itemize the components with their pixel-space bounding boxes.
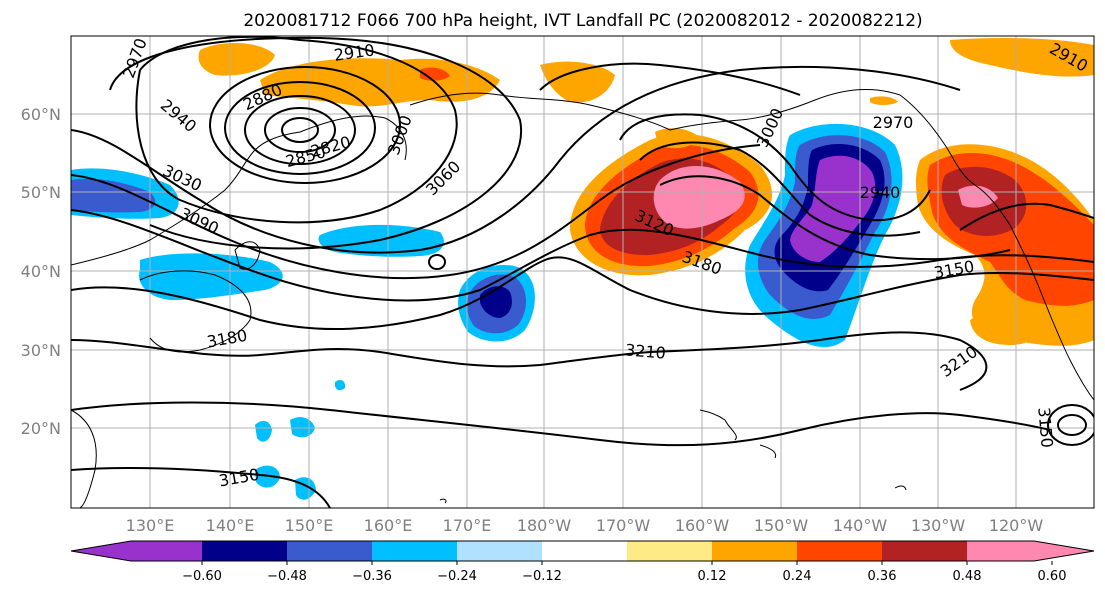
contour-label: 2970 — [873, 113, 914, 132]
colorbar-segment — [287, 541, 372, 561]
lon-label: 170°W — [596, 516, 651, 535]
colorbar-outline — [70, 540, 1095, 562]
longitude-labels: 130°E 140°E 150°E 160°E 170°E 180°W 170°… — [126, 516, 1044, 535]
lon-label: 130°W — [911, 516, 966, 535]
map-title: 2020081712 F066 700 hPa height, IVT Land… — [243, 11, 922, 31]
colorbar-segment — [202, 541, 287, 561]
colorbar-tick-label: −0.12 — [522, 569, 562, 584]
colorbar-tick-label: 0.24 — [783, 569, 812, 584]
colorbar-tick-label: −0.36 — [352, 569, 392, 584]
lon-label: 180°W — [517, 516, 572, 535]
lon-label: 140°W — [833, 516, 888, 535]
colorbar-tick-label: 0.60 — [1038, 569, 1067, 584]
lat-label: 30°N — [21, 341, 61, 360]
colorbar-tick-label: −0.48 — [267, 569, 307, 584]
colorbar-segment — [542, 541, 627, 561]
contour-label: 3210 — [624, 340, 666, 362]
lat-label: 20°N — [21, 419, 61, 438]
map-panel: 2910 2880 2850 2820 2940 3030 3090 3060 … — [70, 35, 1095, 509]
height-contours — [71, 36, 1094, 508]
colorbar-segment — [71, 541, 202, 561]
lon-label: 160°W — [675, 516, 730, 535]
ivt-shading — [71, 37, 1094, 500]
colorbar-tick-label: 0.12 — [698, 569, 727, 584]
map-frame — [70, 35, 1095, 509]
colorbar-tick-label: −0.60 — [182, 569, 222, 584]
latitude-labels: 60°N 50°N 40°N 30°N 20°N — [21, 105, 61, 438]
lon-label: 140°E — [206, 516, 255, 535]
lat-label: 50°N — [21, 183, 61, 202]
lat-label: 60°N — [21, 105, 61, 124]
lon-label: 150°W — [754, 516, 809, 535]
lat-label: 40°N — [21, 262, 61, 281]
colorbar-tick-label: 0.36 — [868, 569, 897, 584]
ivt-positive-west-coast — [915, 144, 1094, 346]
ivt-positive-north — [198, 37, 1094, 107]
lon-label: 160°E — [364, 516, 413, 535]
colorbar-segment — [712, 541, 797, 561]
colorbar-segment — [882, 541, 967, 561]
colorbar-segment — [627, 541, 712, 561]
lon-label: 150°E — [285, 516, 334, 535]
coastlines — [71, 89, 1094, 508]
colorbar-segment — [797, 541, 882, 561]
colorbar-segment — [372, 541, 457, 561]
colorbar-tick-label: 0.48 — [953, 569, 982, 584]
colorbar-segment — [457, 541, 542, 561]
contour-label: 2940 — [860, 183, 901, 202]
lon-label: 170°E — [443, 516, 492, 535]
contour-label: 3150 — [1034, 406, 1056, 448]
colorbar-tick-label: −0.24 — [437, 569, 477, 584]
lon-label: 120°W — [989, 516, 1044, 535]
colorbar: −0.60 −0.48 −0.36 −0.24 −0.12 0.12 0.24 0.36 0.4… — [70, 540, 1095, 584]
colorbar-segment — [967, 541, 1094, 561]
lon-label: 130°E — [126, 516, 175, 535]
